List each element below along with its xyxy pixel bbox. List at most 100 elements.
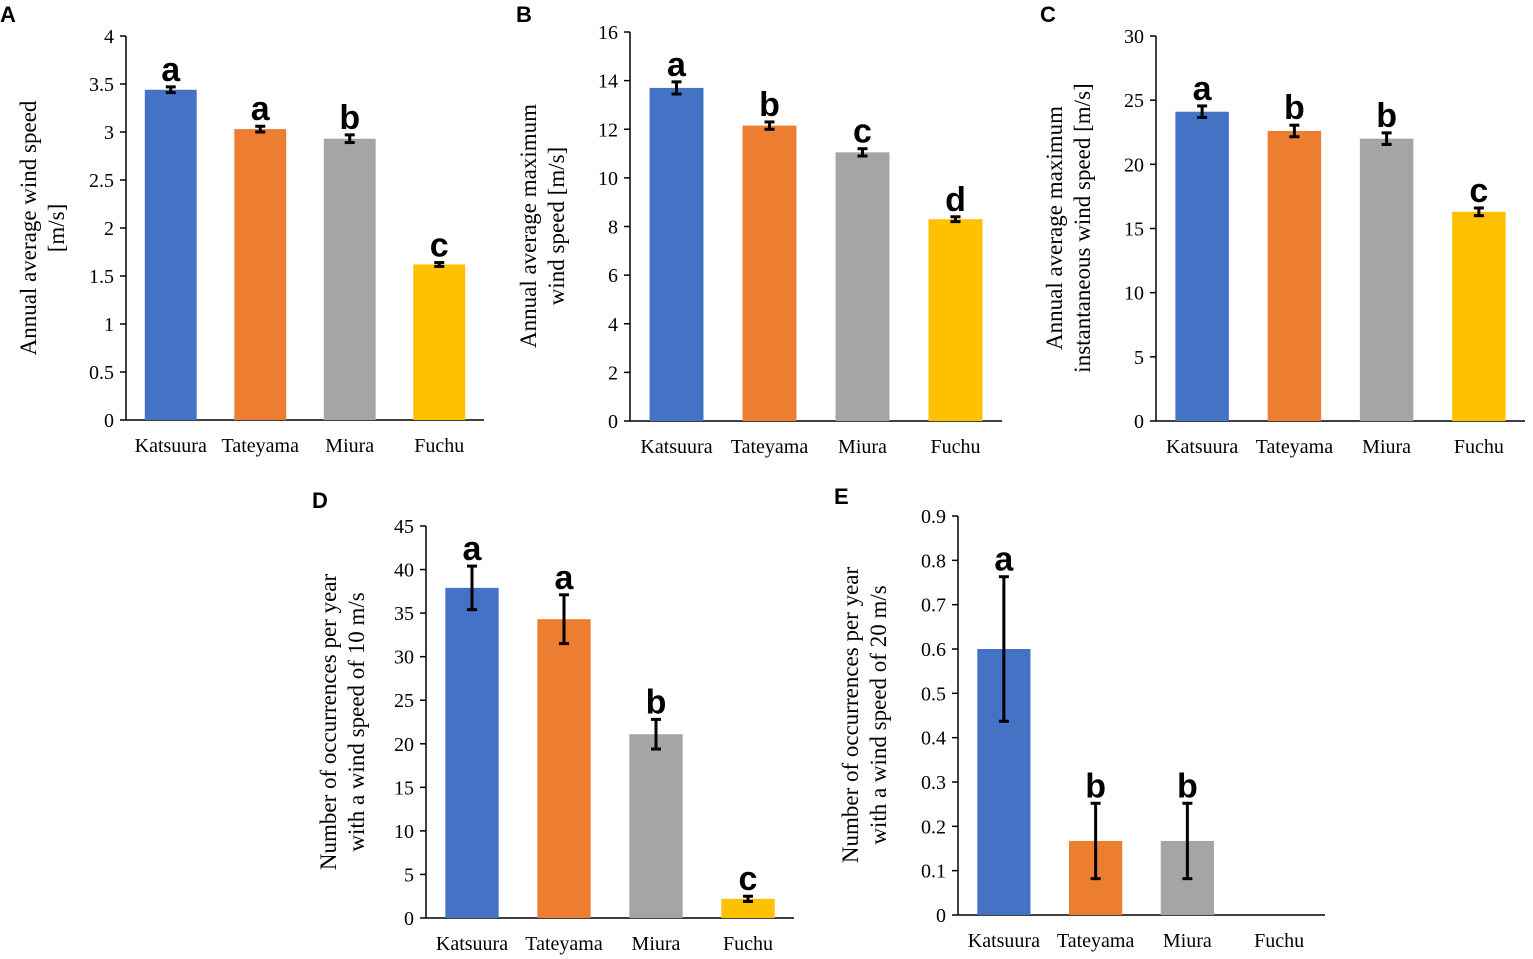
bar-katsuura — [1175, 111, 1229, 421]
x-tick-label: Fuchu — [931, 436, 981, 458]
y-tick-label: 0 — [404, 908, 414, 930]
significance-letter: a — [555, 559, 575, 597]
x-tick-label: Miura — [1163, 930, 1212, 952]
x-tick-label: Tateyama — [525, 933, 603, 955]
significance-letter: a — [667, 46, 687, 84]
y-tick-label: 15 — [394, 777, 414, 799]
y-tick-label: 0.2 — [921, 816, 946, 838]
x-tick-label: Katsuura — [436, 933, 508, 955]
y-tick-label: 5 — [404, 864, 414, 886]
y-tick-label: 0.3 — [921, 772, 946, 794]
y-tick-label: 6 — [608, 265, 618, 287]
panel-label: E — [834, 484, 849, 509]
y-axis-label: Annual average maximum wind speed [m/s] — [516, 104, 569, 348]
significance-letter: b — [1284, 89, 1305, 127]
significance-letter: c — [739, 860, 758, 898]
panel-label: B — [516, 2, 532, 27]
y-tick-label: 16 — [598, 22, 618, 44]
y-axis-label-line: instantaneous wind speed [m/s] — [1070, 83, 1095, 372]
bar-katsuura — [649, 87, 704, 421]
panel-d: D Number of occurrences per year with a wi… — [312, 488, 794, 955]
y-axis-label: Annual average wind speed [m/s] — [16, 100, 69, 355]
y-axis-label: Number of occurrences per year with a win… — [316, 574, 369, 871]
y-tick-label: 0.4 — [921, 728, 946, 750]
panel-b: B Annual average maximum wind speed [m/s] 0… — [516, 2, 1002, 458]
bar-katsuura — [144, 89, 197, 420]
x-tick-label: Katsuura — [1166, 436, 1238, 458]
y-tick-label: 35 — [394, 603, 414, 625]
y-axis-label-line: with a wind speed of 20 m/s — [866, 585, 891, 844]
y-tick-label: 0.5 — [89, 362, 114, 384]
x-tick-label: Miura — [838, 436, 887, 458]
y-axis-label: Number of occurrences per year with a win… — [838, 567, 891, 864]
bar-miura — [323, 138, 376, 420]
significance-letter: a — [251, 90, 271, 128]
panel-label: A — [0, 2, 16, 27]
y-axis-label-line: [m/s] — [44, 204, 69, 253]
y-tick-label: 0.1 — [921, 861, 946, 883]
bar-tateyama — [537, 619, 591, 918]
bar-miura — [835, 152, 890, 422]
bar-katsuura — [445, 587, 499, 918]
bar-fuchu — [928, 219, 983, 421]
y-tick-label: 20 — [394, 734, 414, 756]
y-tick-label: 5 — [1134, 347, 1144, 369]
significance-letter: b — [339, 99, 360, 137]
y-axis-label: Annual average maximum instantaneous wind… — [1042, 83, 1095, 372]
significance-letter: c — [853, 113, 872, 151]
y-tick-label: 2 — [608, 362, 618, 384]
y-axis-label-line: with a wind speed of 10 m/s — [344, 592, 369, 851]
y-tick-label: 0.9 — [921, 506, 946, 528]
bar-fuchu — [413, 264, 466, 420]
panel-label: C — [1040, 2, 1056, 27]
y-tick-label: 15 — [1124, 219, 1144, 241]
y-tick-label: 30 — [394, 647, 414, 669]
significance-letter: a — [463, 530, 483, 568]
bar-tateyama — [1267, 130, 1322, 421]
x-tick-label: Tateyama — [731, 436, 809, 458]
significance-letter: b — [646, 683, 667, 721]
y-tick-label: 4 — [104, 26, 114, 48]
y-tick-label: 0.7 — [921, 595, 946, 617]
y-axis-label-line: Annual average maximum — [516, 104, 541, 348]
bar-fuchu — [1452, 211, 1506, 421]
x-tick-label: Tateyama — [1256, 436, 1334, 458]
y-tick-label: 4 — [608, 314, 618, 336]
x-tick-label: Fuchu — [1254, 930, 1304, 952]
y-tick-label: 10 — [394, 821, 414, 843]
y-tick-label: 25 — [394, 690, 414, 712]
y-tick-label: 0 — [1134, 411, 1144, 433]
bar-miura — [629, 734, 683, 918]
y-tick-label: 10 — [1124, 283, 1144, 305]
panel-label: D — [312, 488, 328, 513]
x-tick-label: Miura — [632, 933, 681, 955]
y-tick-label: 0 — [608, 411, 618, 433]
y-tick-label: 3 — [104, 122, 114, 144]
y-tick-label: 0 — [104, 410, 114, 432]
significance-letter: b — [1177, 767, 1198, 805]
y-tick-label: 8 — [608, 217, 618, 239]
x-tick-label: Tateyama — [1057, 930, 1135, 952]
y-tick-label: 2.5 — [89, 170, 114, 192]
bar-tateyama — [234, 129, 287, 420]
x-tick-label: Katsuura — [135, 435, 207, 457]
bar-miura — [1359, 138, 1414, 421]
y-tick-label: 12 — [598, 119, 618, 141]
y-axis-label-line: wind speed [m/s] — [544, 147, 569, 305]
x-tick-label: Katsuura — [640, 436, 712, 458]
y-axis-label-line: Annual average wind speed — [16, 100, 41, 355]
significance-letter: c — [1469, 172, 1488, 210]
significance-letter: a — [1193, 70, 1213, 108]
y-tick-label: 30 — [1124, 26, 1144, 48]
y-axis-label-line: Annual average maximum — [1042, 106, 1067, 350]
y-tick-label: 14 — [598, 71, 618, 93]
y-tick-label: 45 — [394, 516, 414, 538]
significance-letter: b — [759, 86, 780, 124]
significance-letter: a — [994, 541, 1014, 579]
y-tick-label: 40 — [394, 560, 414, 582]
significance-letter: d — [945, 181, 966, 219]
x-tick-label: Fuchu — [1454, 436, 1504, 458]
x-tick-label: Fuchu — [723, 933, 773, 955]
significance-letter: c — [430, 227, 449, 265]
